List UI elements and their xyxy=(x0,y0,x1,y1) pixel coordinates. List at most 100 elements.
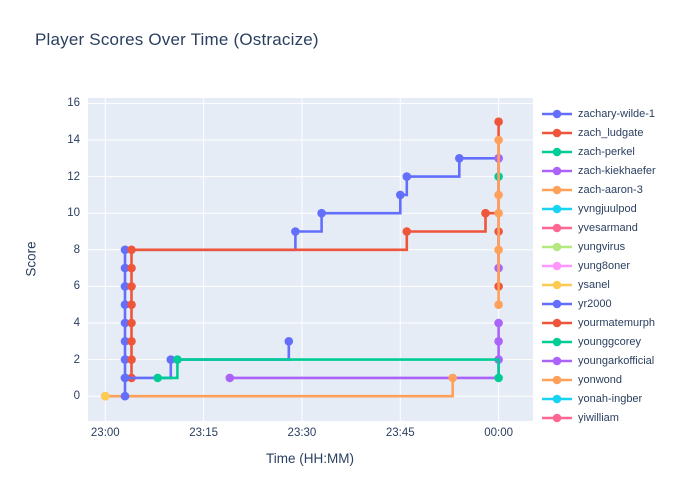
data-point-marker[interactable] xyxy=(120,318,130,328)
legend-line-marker-icon xyxy=(542,185,572,194)
data-point-marker[interactable] xyxy=(225,373,235,383)
legend-line-marker-icon xyxy=(542,299,572,308)
data-point-marker[interactable] xyxy=(120,282,130,291)
legend-label: younggcorey xyxy=(578,335,641,348)
data-point-marker[interactable] xyxy=(317,208,326,218)
legend-line-marker-icon xyxy=(542,261,572,270)
data-point-marker[interactable] xyxy=(127,318,136,328)
data-point-marker[interactable] xyxy=(494,245,503,255)
legend-item-yiwilliam[interactable]: yiwilliam xyxy=(541,408,699,423)
legend-item-yungvirus[interactable]: yungvirus xyxy=(541,237,699,256)
x-tick-label: 23:45 xyxy=(385,427,415,439)
data-point-marker[interactable] xyxy=(455,154,464,163)
data-point-marker[interactable] xyxy=(494,117,503,126)
legend-item-zach-perkel[interactable]: zach-perkel xyxy=(541,142,699,161)
data-point-marker[interactable] xyxy=(120,391,130,401)
y-tick-label: 6 xyxy=(73,280,80,293)
y-tick-label: 8 xyxy=(73,243,80,256)
legend-item-zach-aaron-3[interactable]: zach-aaron-3 xyxy=(541,180,699,199)
y-tick-label: 12 xyxy=(67,170,80,183)
data-point-marker[interactable] xyxy=(494,337,503,346)
data-point-marker[interactable] xyxy=(494,318,503,328)
legend-label: zach-kiekhaefer xyxy=(578,164,656,177)
legend-line-marker-icon xyxy=(542,394,572,403)
legend-label: zach_ludgate xyxy=(578,126,644,139)
y-tick-label: 10 xyxy=(67,207,80,220)
legend-label: yung8oner xyxy=(578,259,630,272)
data-point-marker[interactable] xyxy=(127,282,136,291)
y-tick-label: 0 xyxy=(73,390,80,403)
data-point-marker[interactable] xyxy=(153,373,162,383)
data-point-marker[interactable] xyxy=(494,135,503,145)
legend-label: yvesarmand xyxy=(578,221,638,234)
x-tick-label: 23:30 xyxy=(287,427,317,439)
data-point-marker[interactable] xyxy=(402,227,412,236)
y-tick-label: 2 xyxy=(73,353,80,366)
series-line xyxy=(105,377,454,398)
series-layer xyxy=(101,117,503,401)
data-point-marker[interactable] xyxy=(127,263,136,273)
chart-title: Player Scores Over Time (Ostracize) xyxy=(35,30,319,49)
data-point-marker[interactable] xyxy=(120,245,130,255)
data-point-marker[interactable] xyxy=(120,300,130,310)
y-tick-label: 4 xyxy=(73,317,80,329)
legend-line-marker-icon xyxy=(542,242,572,251)
legend-item-yourmatemurph[interactable]: yourmatemurph xyxy=(541,313,699,332)
y-tick-label: 14 xyxy=(67,134,80,146)
legend-item-younggcorey[interactable]: younggcorey xyxy=(541,332,699,351)
legend-label: yiwilliam xyxy=(578,411,619,424)
data-point-marker[interactable] xyxy=(120,263,130,273)
legend-line-marker-icon xyxy=(542,356,572,365)
legend-item-yr2000[interactable]: yr2000 xyxy=(541,294,699,313)
x-axis-title: Time (HH:MM) xyxy=(266,451,354,466)
legend-line-marker-icon xyxy=(542,204,572,213)
legend-item-yonah-ingber[interactable]: yonah-ingber xyxy=(541,389,699,408)
data-point-marker[interactable] xyxy=(291,227,300,236)
legend-line-marker-icon xyxy=(542,128,572,137)
data-point-marker[interactable] xyxy=(101,391,110,401)
legend-item-yvesarmand[interactable]: yvesarmand xyxy=(541,218,699,237)
data-point-marker[interactable] xyxy=(494,373,503,383)
legend-line-marker-icon xyxy=(542,109,572,118)
data-point-marker[interactable] xyxy=(127,300,136,310)
data-point-marker[interactable] xyxy=(173,355,182,364)
legend-item-ysanel[interactable]: ysanel xyxy=(541,275,699,294)
legend-line-marker-icon xyxy=(542,280,572,289)
data-point-marker[interactable] xyxy=(127,337,136,346)
legend-item-zach_ludgate[interactable]: zach_ludgate xyxy=(541,123,699,142)
legend-label: yourmatemurph xyxy=(578,316,656,329)
data-point-marker[interactable] xyxy=(396,190,405,200)
legend-label: ysanel xyxy=(578,278,610,291)
legend-item-zach-kiekhaefer[interactable]: zach-kiekhaefer xyxy=(541,161,699,180)
y-tick-label: 16 xyxy=(67,97,80,110)
y-axis-title: Score xyxy=(23,241,39,277)
x-tick-label: 23:15 xyxy=(189,427,219,439)
data-point-marker[interactable] xyxy=(402,172,412,181)
data-point-marker[interactable] xyxy=(120,337,130,346)
data-point-marker[interactable] xyxy=(120,373,130,383)
legend-label: yonah-ingber xyxy=(578,392,643,405)
data-point-marker[interactable] xyxy=(127,355,136,364)
legend-item-zachary-wilde-1[interactable]: zachary-wilde-1 xyxy=(541,104,699,123)
data-point-marker[interactable] xyxy=(120,355,130,364)
data-point-marker[interactable] xyxy=(127,245,136,255)
data-point-marker[interactable] xyxy=(166,355,176,364)
data-point-marker[interactable] xyxy=(494,190,503,200)
data-point-marker[interactable] xyxy=(494,208,503,218)
data-point-marker[interactable] xyxy=(481,208,490,218)
data-point-marker[interactable] xyxy=(284,337,294,346)
legend-line-marker-icon xyxy=(542,413,572,422)
data-point-marker[interactable] xyxy=(494,300,503,310)
legend-item-yonwond[interactable]: yonwond xyxy=(541,370,699,389)
legend-item-youngarkofficial[interactable]: youngarkofficial xyxy=(541,351,699,370)
data-point-marker[interactable] xyxy=(448,373,458,383)
legend-line-marker-icon xyxy=(542,223,572,232)
legend-label: yonwond xyxy=(578,373,623,386)
legend: zachary-wilde-1 zach_ludgate zach-perkel za… xyxy=(541,104,699,423)
legend-item-yung8oner[interactable]: yung8oner xyxy=(541,256,699,275)
x-tick-label: 23:00 xyxy=(90,427,120,439)
legend-line-marker-icon xyxy=(542,318,572,327)
legend-item-yvngjuulpod[interactable]: yvngjuulpod xyxy=(541,199,699,218)
